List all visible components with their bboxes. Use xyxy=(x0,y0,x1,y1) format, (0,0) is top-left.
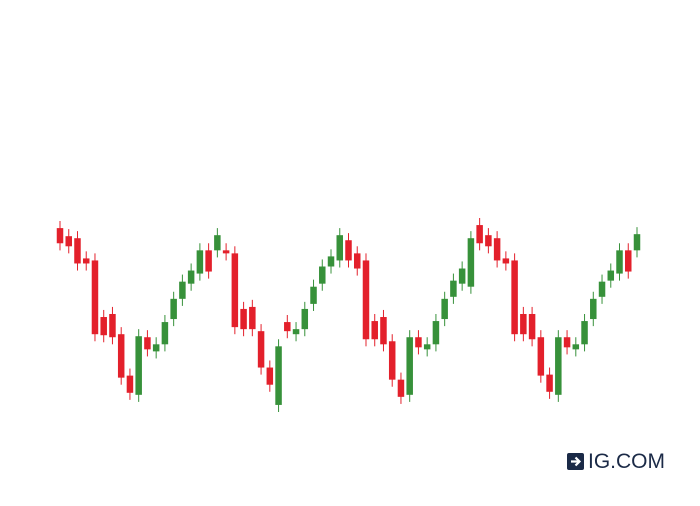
candle-body xyxy=(56,228,64,244)
candle-body xyxy=(520,313,527,335)
candle-body xyxy=(187,270,195,284)
candle-body xyxy=(292,329,300,335)
candle-body xyxy=(537,337,545,376)
candle-body xyxy=(65,236,72,247)
candle-body xyxy=(353,253,361,269)
candle-body xyxy=(144,337,151,350)
candle-body xyxy=(152,344,160,352)
candle-body xyxy=(380,317,387,345)
candle-body xyxy=(362,260,370,340)
candle-body xyxy=(607,270,615,281)
candle-body xyxy=(397,379,405,397)
candle-body xyxy=(196,250,204,274)
candle-body xyxy=(406,337,413,395)
candle-body xyxy=(284,322,291,332)
candle-body xyxy=(625,250,632,272)
candle-body xyxy=(82,258,90,264)
candle-body xyxy=(450,280,457,297)
candle-body xyxy=(476,225,483,244)
candle-body xyxy=(415,337,422,348)
candle-body xyxy=(205,250,212,272)
candle-body xyxy=(161,322,169,345)
candle-body xyxy=(319,266,326,284)
candle-body xyxy=(91,260,99,335)
candle-body xyxy=(432,321,440,345)
candle-body xyxy=(275,346,282,405)
candle-body xyxy=(100,317,107,336)
candle-body xyxy=(179,281,186,299)
candle-body xyxy=(502,258,510,264)
candle-body xyxy=(633,234,641,251)
candle-body xyxy=(485,235,492,247)
logo-text: IG.COM xyxy=(588,450,665,473)
candle-body xyxy=(214,235,221,251)
candle-body xyxy=(616,250,623,274)
candle-body xyxy=(563,337,571,348)
candle-body xyxy=(310,286,317,304)
candle-body xyxy=(581,321,588,345)
candle-body xyxy=(170,298,177,320)
candle-body xyxy=(441,298,448,320)
candle-body xyxy=(301,308,309,330)
candle-body xyxy=(126,375,134,393)
candle-body xyxy=(546,374,553,392)
candle-body xyxy=(590,298,597,320)
candle-body xyxy=(240,308,247,330)
candle-body xyxy=(528,313,536,340)
logo-arrow xyxy=(571,456,582,467)
candle-body xyxy=(388,341,396,380)
candle-body xyxy=(598,281,606,297)
candle-body xyxy=(345,240,352,261)
candle-body xyxy=(511,260,518,335)
candle-body xyxy=(572,344,580,350)
candle-body xyxy=(555,337,562,395)
candle-body xyxy=(493,238,501,261)
candle-body xyxy=(231,253,239,328)
candle-body xyxy=(249,306,256,330)
candle-body xyxy=(266,367,274,385)
candle-body xyxy=(467,238,475,287)
candle-body xyxy=(458,268,466,284)
candle-body xyxy=(117,334,125,378)
candle-body xyxy=(257,331,265,368)
candle-body xyxy=(423,344,431,350)
candle-body xyxy=(371,321,378,340)
candle-body xyxy=(74,238,81,264)
candle-body xyxy=(327,256,335,267)
candle-body xyxy=(109,313,116,338)
candle-body xyxy=(222,250,230,254)
candle-body xyxy=(336,235,344,261)
candle-body xyxy=(135,336,142,395)
